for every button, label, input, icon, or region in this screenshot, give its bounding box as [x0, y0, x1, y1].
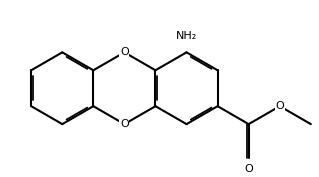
Text: O: O [275, 101, 284, 111]
Text: O: O [120, 119, 129, 129]
Text: O: O [244, 164, 253, 174]
Text: O: O [120, 47, 129, 57]
Text: NH₂: NH₂ [176, 31, 197, 41]
